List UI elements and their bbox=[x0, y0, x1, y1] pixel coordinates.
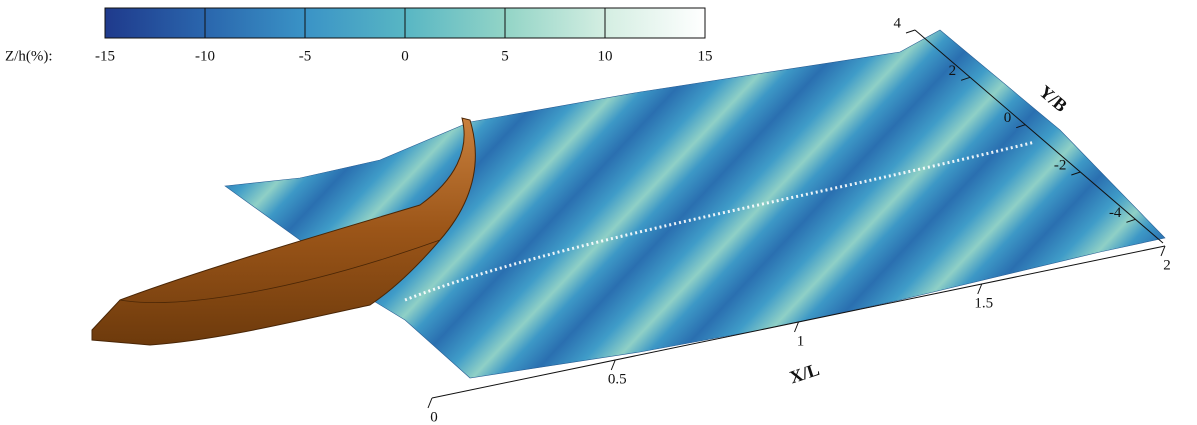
y-tick bbox=[1016, 124, 1026, 129]
x-axis-title: X/L bbox=[787, 359, 822, 387]
colorbar-tick-label: -10 bbox=[195, 48, 215, 64]
y-axis bbox=[914, 29, 1164, 244]
colorbar-label: Z/h(%): bbox=[5, 48, 52, 64]
x-tick-label: 2 bbox=[1163, 257, 1171, 273]
colorbar-tick-label: -15 bbox=[95, 48, 115, 64]
y-tick bbox=[1126, 218, 1136, 223]
y-tick-label: -2 bbox=[1054, 157, 1067, 173]
y-tick-label: -4 bbox=[1109, 205, 1122, 221]
y-tick bbox=[905, 29, 916, 34]
x-tick bbox=[794, 321, 799, 333]
colorbar-tick-label: 10 bbox=[598, 48, 613, 64]
x-tick-label: 0 bbox=[430, 409, 438, 425]
x-tick bbox=[427, 397, 433, 409]
colorbar-tick-label: -5 bbox=[299, 48, 312, 64]
x-tick bbox=[1160, 245, 1166, 257]
y-tick bbox=[960, 76, 971, 81]
y-tick-label: 4 bbox=[894, 15, 902, 31]
x-tick bbox=[610, 359, 616, 371]
y-tick-label: 0 bbox=[1004, 110, 1012, 126]
x-tick-label: 0.5 bbox=[608, 371, 627, 387]
ship-hull bbox=[91, 117, 476, 346]
y-tick bbox=[1071, 171, 1081, 176]
y-tick-label: 2 bbox=[949, 63, 957, 79]
colorbar-tick-label: 15 bbox=[698, 48, 713, 64]
colorbar-tick-label: 0 bbox=[401, 48, 409, 64]
x-tick-label: 1.5 bbox=[974, 295, 993, 311]
x-tick bbox=[977, 283, 983, 295]
x-tick-label: 1 bbox=[797, 333, 805, 349]
wave-surface bbox=[224, 29, 1166, 379]
colorbar-tick-label: 5 bbox=[501, 48, 509, 64]
y-axis-title: Y/B bbox=[1035, 81, 1071, 116]
